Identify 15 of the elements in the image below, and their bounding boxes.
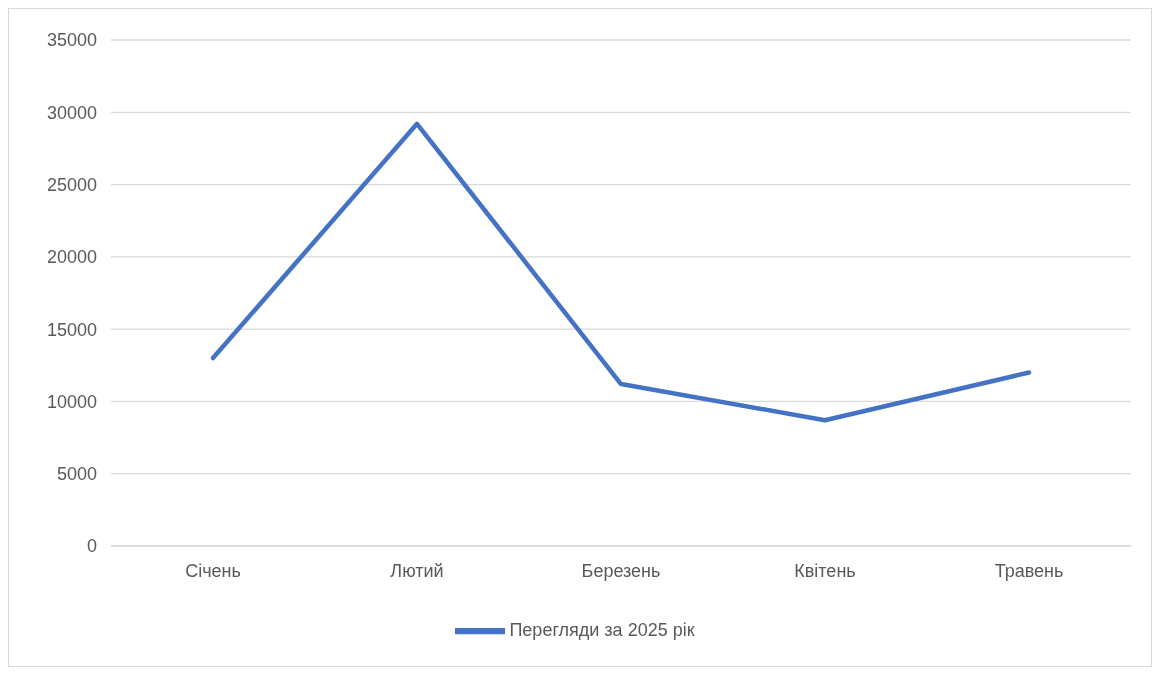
x-tick-label: Травень (994, 560, 1064, 581)
y-tick-label: 25000 (46, 174, 97, 195)
y-tick-label: 5000 (56, 464, 97, 485)
y-tick-label: 15000 (46, 319, 97, 340)
y-tick-label: 30000 (46, 102, 97, 123)
y-tick-label: 0 (86, 536, 97, 557)
x-tick-label: Квітень (794, 560, 856, 581)
x-tick-label: Січень (185, 560, 241, 581)
y-tick-label: 35000 (46, 30, 97, 51)
x-tick-label: Березень (581, 560, 661, 581)
y-tick-label: 10000 (46, 391, 97, 412)
legend-label: Перегляди за 2025 рік (509, 619, 695, 640)
x-tick-label: Лютий (390, 560, 444, 581)
y-tick-label: 20000 (46, 247, 97, 268)
line-series (210, 121, 1032, 423)
